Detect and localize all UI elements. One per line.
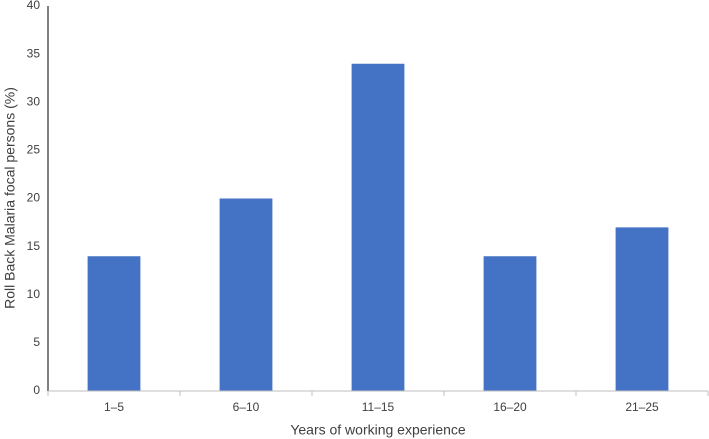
x-tick-label: 16–20 bbox=[493, 400, 527, 414]
x-tick-label: 1–5 bbox=[104, 400, 124, 414]
x-tick-label: 6–10 bbox=[233, 400, 260, 414]
x-tick-label: 11–15 bbox=[362, 400, 395, 414]
x-tick-label: 21–25 bbox=[625, 400, 659, 414]
bar bbox=[351, 63, 405, 391]
bar bbox=[87, 256, 141, 391]
y-tick-label: 15 bbox=[27, 239, 41, 253]
y-tick-label: 10 bbox=[27, 287, 41, 301]
y-tick-label: 20 bbox=[27, 191, 41, 205]
x-axis-title: Years of working experience bbox=[290, 422, 466, 438]
y-tick-label: 35 bbox=[27, 46, 41, 60]
y-tick-label: 5 bbox=[33, 335, 40, 349]
y-tick-label: 0 bbox=[33, 383, 40, 397]
bar bbox=[615, 227, 669, 391]
y-tick-label: 40 bbox=[27, 0, 41, 12]
y-tick-label: 25 bbox=[27, 143, 41, 157]
bar bbox=[483, 256, 537, 391]
bar bbox=[219, 198, 273, 391]
y-tick-label: 30 bbox=[27, 94, 41, 108]
y-axis-title: Roll Back Malaria focal persons (%) bbox=[2, 87, 18, 309]
